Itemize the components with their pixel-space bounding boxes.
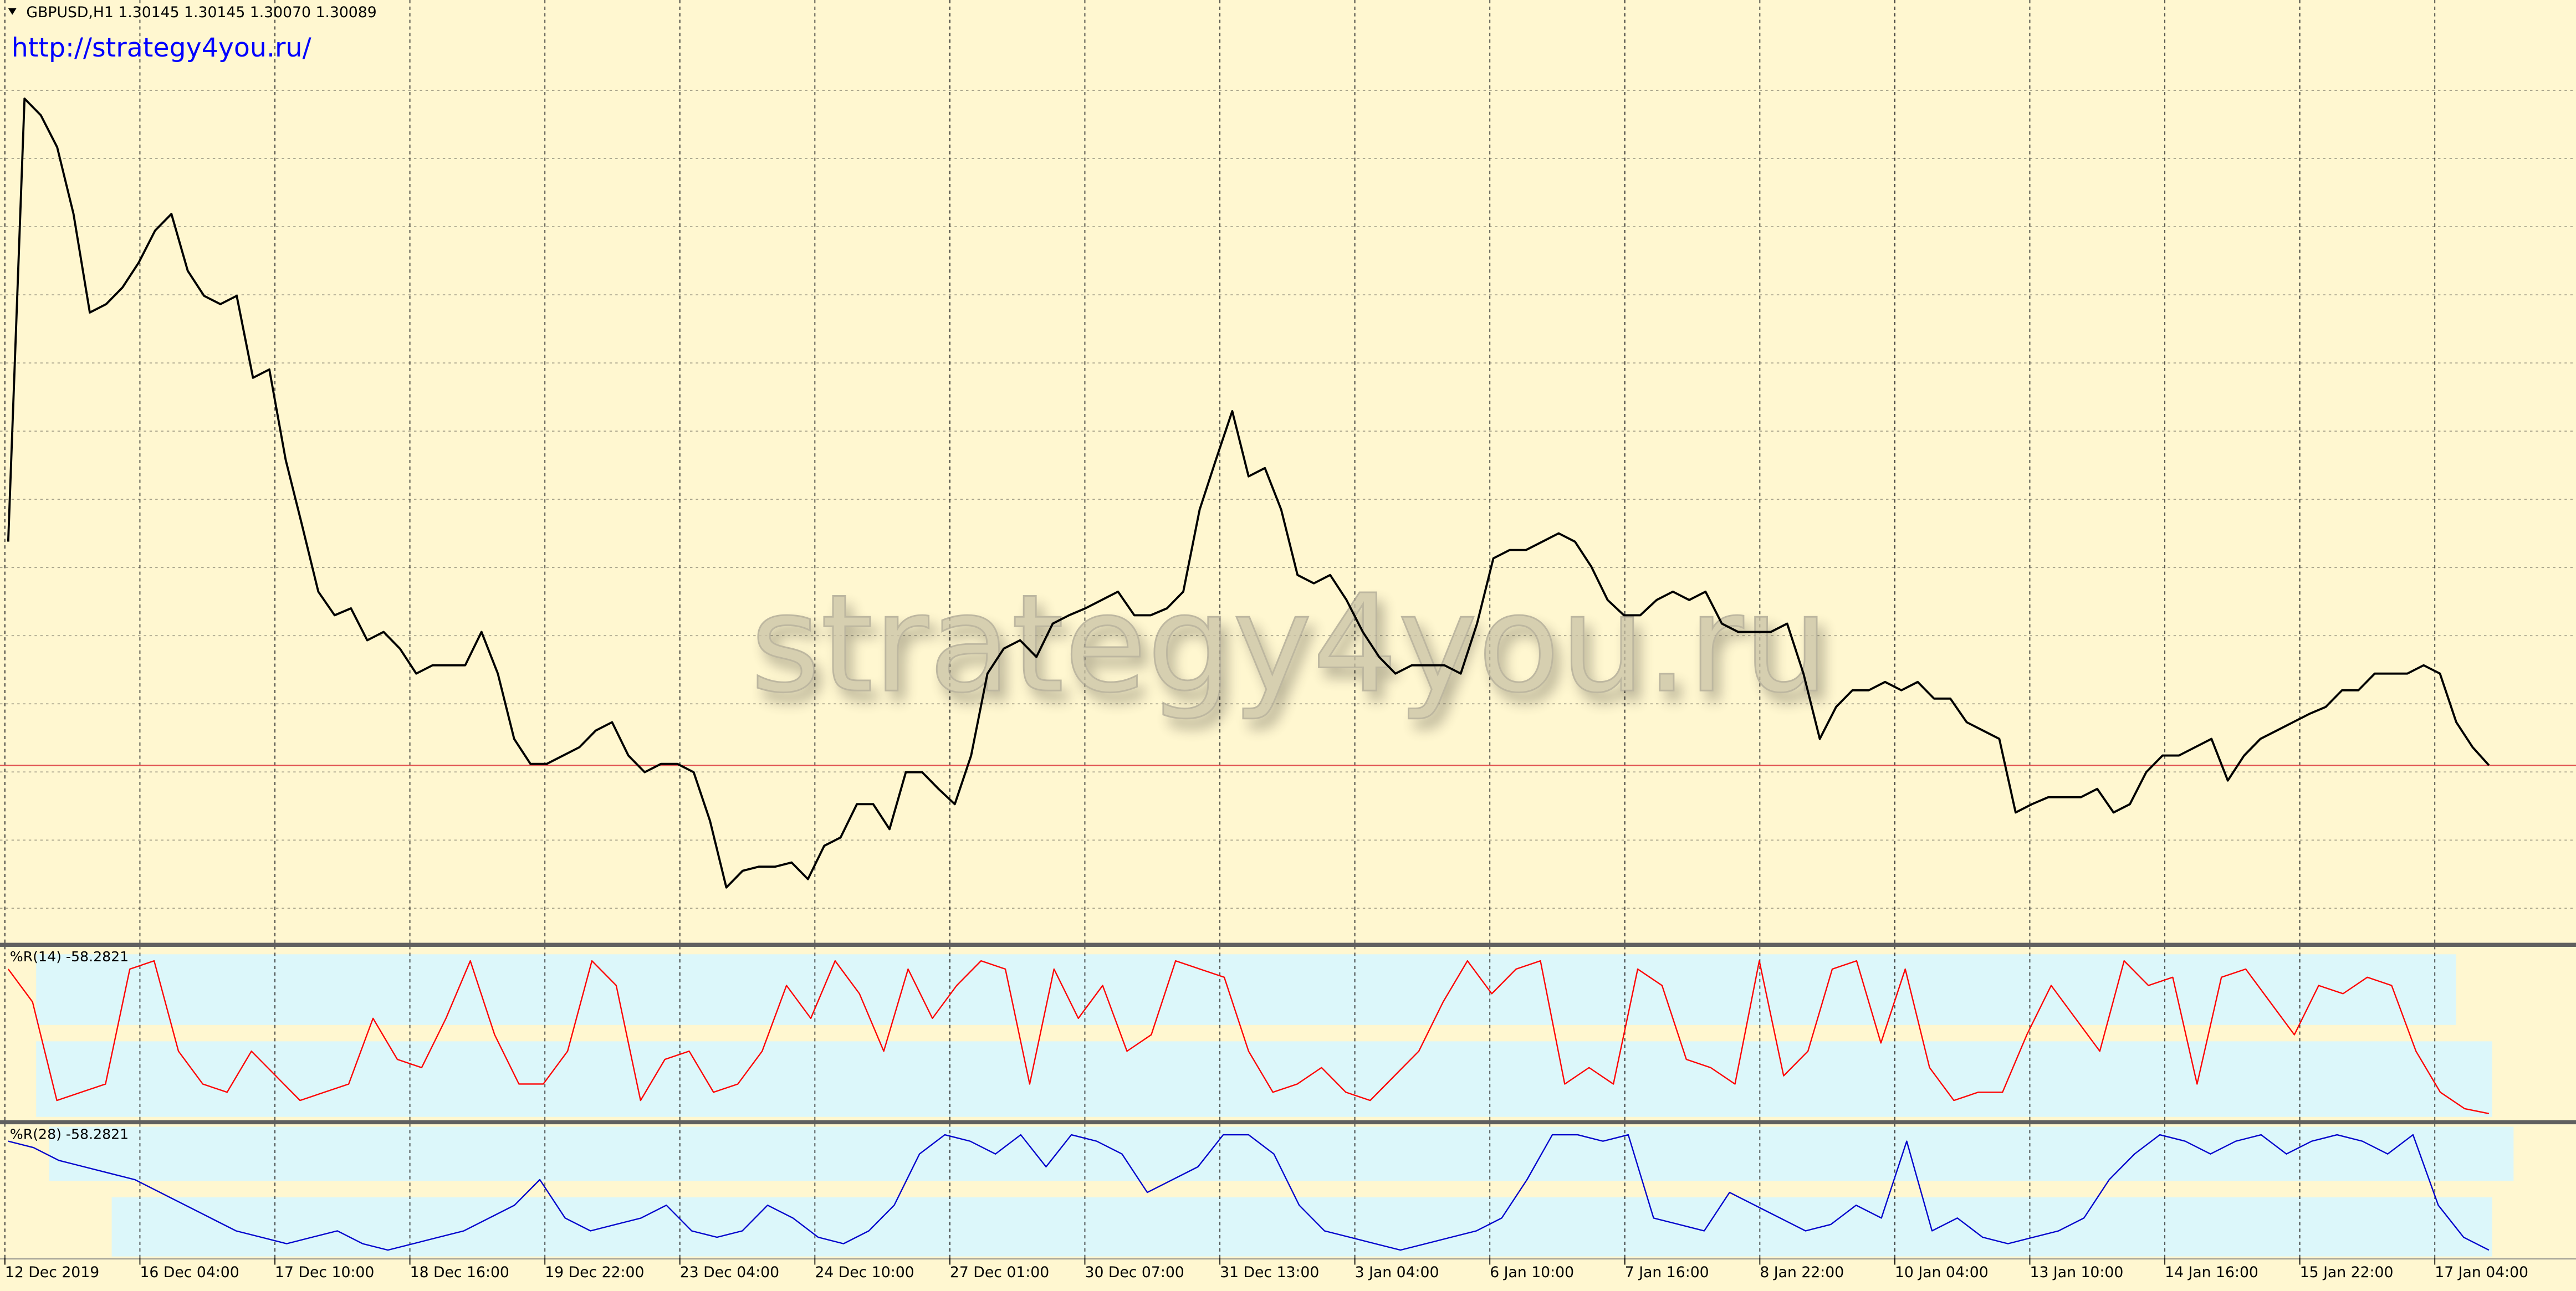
zone [49,1126,2514,1181]
x-tick-label: 8 Jan 22:00 [1760,1264,1844,1281]
zone [36,954,2456,1025]
indicator-line [8,1134,2490,1251]
watermark: strategy4you.ru [750,566,1829,723]
x-tick-label: 19 Dec 22:00 [545,1264,644,1281]
zone [111,1197,2492,1257]
price-line [7,98,2490,889]
x-tick-label: 13 Jan 10:00 [2030,1264,2124,1281]
zone [36,1041,2492,1117]
x-tick-label: 17 Jan 04:00 [2435,1264,2528,1281]
x-tick-label: 3 Jan 04:00 [1355,1264,1439,1281]
x-tick-label: 10 Jan 04:00 [1895,1264,1989,1281]
link[interactable]: http://strategy4you.ru/ [12,33,311,63]
panel-separator [0,1120,2576,1125]
indicator-label: %R(28) -58.2821 [10,1126,129,1142]
panel-separator [0,942,2576,947]
x-tick-label: 12 Dec 2019 [5,1264,99,1281]
plots [0,98,2576,1251]
indicator-line [7,960,2490,1114]
indicator-zones [36,954,2514,1257]
symbol-info: GBPUSD,H1 1.30145 1.30145 1.30070 1.3008… [26,4,376,21]
x-tick-label: 6 Jan 10:00 [1490,1264,1574,1281]
x-tick-label: 16 Dec 04:00 [140,1264,239,1281]
x-tick-label: 14 Jan 16:00 [2165,1264,2258,1281]
x-tick-label: 7 Jan 16:00 [1625,1264,1709,1281]
x-tick-label: 27 Dec 01:00 [950,1264,1049,1281]
x-tick-label: 18 Dec 16:00 [410,1264,509,1281]
x-tick-label: 30 Dec 07:00 [1085,1264,1184,1281]
x-tick-label: 15 Jan 22:00 [2300,1264,2394,1281]
x-tick-label: 23 Dec 04:00 [680,1264,779,1281]
x-tick-label: 24 Dec 10:00 [815,1264,914,1281]
collapse-arrow[interactable] [8,8,17,15]
x-tick-label: 17 Dec 10:00 [275,1264,374,1281]
x-tick-label: 31 Dec 13:00 [1220,1264,1319,1281]
indicator-label: %R(14) -58.2821 [10,949,129,965]
